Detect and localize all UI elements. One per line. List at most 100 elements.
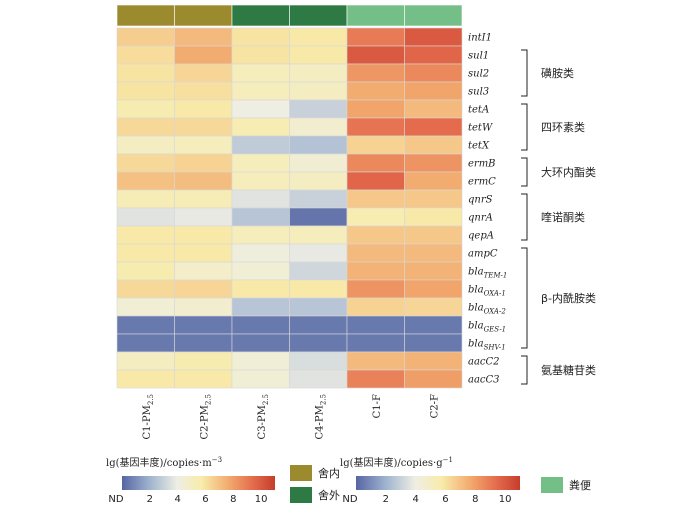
legend-tick-label: 2 bbox=[383, 494, 389, 505]
heatmap-cell bbox=[404, 171, 463, 191]
group-bar-cell bbox=[231, 4, 290, 27]
heatmap-cell bbox=[231, 135, 290, 155]
heatmap-cell bbox=[404, 99, 463, 119]
heatmap-cell bbox=[346, 171, 405, 191]
heatmap-cell bbox=[174, 45, 233, 65]
class-label: 四环素类 bbox=[541, 120, 585, 134]
gene-label: ermC bbox=[468, 177, 496, 188]
heatmap-cell bbox=[174, 261, 233, 281]
class-bracket bbox=[521, 247, 528, 349]
heatmap-cell bbox=[289, 171, 348, 191]
group-bar-cell bbox=[289, 4, 348, 27]
gene-label: tetX bbox=[468, 141, 490, 152]
heatmap-cell bbox=[174, 333, 233, 353]
heatmap-cell bbox=[289, 81, 348, 101]
heatmap-cell bbox=[116, 99, 175, 119]
legend-tick-label: 2 bbox=[147, 494, 153, 505]
heatmap-cell bbox=[289, 297, 348, 317]
class-label: β-内酰胺类 bbox=[541, 291, 596, 305]
heatmap-cell bbox=[231, 261, 290, 281]
heatmap-cell bbox=[231, 315, 290, 335]
heatmap-cell bbox=[116, 117, 175, 137]
heatmap-cell bbox=[404, 63, 463, 83]
heatmap-cell bbox=[289, 27, 348, 47]
heatmap-cell bbox=[289, 63, 348, 83]
class-label: 氨基糖苷类 bbox=[541, 363, 596, 377]
group-key-swatch bbox=[541, 477, 563, 493]
legend-tick-label: 10 bbox=[255, 494, 268, 505]
heatmap-cell bbox=[231, 279, 290, 299]
heatmap-cell bbox=[231, 225, 290, 245]
heatmap-cell bbox=[346, 117, 405, 137]
group-key-swatch bbox=[290, 487, 312, 503]
heatmap-cell bbox=[289, 351, 348, 371]
heatmap-cell bbox=[231, 369, 290, 389]
heatmap-cell bbox=[174, 135, 233, 155]
heatmap-cell bbox=[346, 279, 405, 299]
gene-label: intI1 bbox=[468, 33, 492, 44]
legend-tick-label: 4 bbox=[174, 494, 180, 505]
heatmap-cell bbox=[346, 189, 405, 209]
heatmap-cell bbox=[404, 135, 463, 155]
heatmap-cell bbox=[289, 333, 348, 353]
gene-label: sul1 bbox=[468, 51, 489, 62]
heatmap-cell bbox=[231, 27, 290, 47]
group-bar-cell bbox=[404, 4, 463, 27]
legend-title: lg(基因丰度)/copies·m−3 bbox=[106, 456, 222, 469]
gene-label: blaTEM-1 bbox=[468, 267, 507, 280]
gene-label: blaGES-1 bbox=[468, 321, 506, 334]
legend-title: lg(基因丰度)/copies·g−1 bbox=[340, 456, 453, 469]
heatmap-cell bbox=[116, 315, 175, 335]
heatmap-cell bbox=[174, 315, 233, 335]
heatmap-cell bbox=[404, 189, 463, 209]
heatmap-cell bbox=[289, 279, 348, 299]
group-key-label: 舍外 bbox=[318, 488, 340, 502]
heatmap-cell bbox=[116, 81, 175, 101]
column-label: C1-PM2.5 bbox=[142, 394, 155, 440]
heatmap-cell bbox=[174, 153, 233, 173]
heatmap-cell bbox=[346, 81, 405, 101]
heatmap-cell bbox=[231, 171, 290, 191]
class-bracket bbox=[521, 193, 528, 241]
heatmap-cell bbox=[404, 315, 463, 335]
legend-tick-label: 6 bbox=[442, 494, 448, 505]
heatmap-cell bbox=[174, 27, 233, 47]
heatmap-cell bbox=[174, 81, 233, 101]
heatmap-cell bbox=[404, 333, 463, 353]
gene-label: qnrA bbox=[468, 213, 493, 224]
heatmap-cell bbox=[289, 225, 348, 245]
heatmap-cell bbox=[346, 351, 405, 371]
heatmap-cell bbox=[404, 207, 463, 227]
class-label: 喹诺酮类 bbox=[541, 210, 585, 224]
legend-tick-label: ND bbox=[108, 494, 123, 505]
heatmap-cell bbox=[116, 369, 175, 389]
heatmap-cell bbox=[346, 153, 405, 173]
class-bracket bbox=[521, 157, 528, 187]
heatmap-cell bbox=[116, 153, 175, 173]
heatmap-cell bbox=[174, 243, 233, 263]
heatmap-cell bbox=[174, 207, 233, 227]
column-label: C1-F bbox=[372, 394, 383, 418]
group-bar-cell bbox=[116, 4, 175, 27]
heatmap-cell bbox=[174, 189, 233, 209]
class-bracket bbox=[521, 103, 528, 151]
column-label: C4-PM2.5 bbox=[314, 394, 327, 440]
heatmap-cell bbox=[289, 117, 348, 137]
heatmap-cell bbox=[346, 333, 405, 353]
heatmap-cell bbox=[231, 189, 290, 209]
heatmap-cell bbox=[346, 369, 405, 389]
heatmap-cell bbox=[289, 369, 348, 389]
heatmap-cell bbox=[116, 207, 175, 227]
heatmap-cell bbox=[289, 243, 348, 263]
group-key-swatch bbox=[290, 465, 312, 481]
column-label: C2-F bbox=[429, 394, 440, 418]
legend-tick-label: ND bbox=[342, 494, 357, 505]
heatmap-cell bbox=[116, 351, 175, 371]
gene-label: aacC3 bbox=[468, 375, 500, 386]
heatmap-cell bbox=[116, 63, 175, 83]
gene-label: ampC bbox=[468, 249, 498, 260]
group-key-label: 舍内 bbox=[318, 466, 340, 480]
heatmap-cell bbox=[231, 45, 290, 65]
heatmap-cell bbox=[289, 135, 348, 155]
gene-label: sul2 bbox=[468, 69, 489, 80]
